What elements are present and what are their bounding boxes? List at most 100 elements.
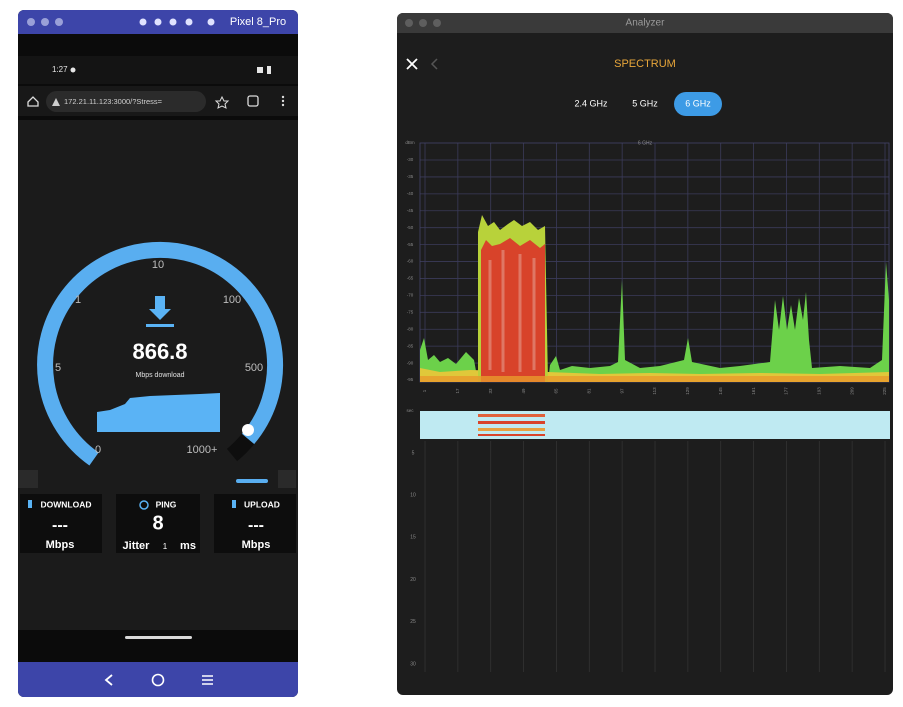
band-tab[interactable]: 5 GHz (632, 98, 658, 108)
y-label: -45 (407, 208, 414, 213)
gauge-needle (242, 424, 254, 436)
card-label: UPLOAD (244, 499, 280, 509)
result-cards: DOWNLOAD --- Mbps PING 8 Jitter 1 ms UPL… (20, 494, 296, 553)
close-button[interactable] (406, 58, 418, 70)
x-label: 145 (718, 387, 723, 395)
nav-back[interactable] (104, 674, 113, 686)
waterfall-row (478, 434, 545, 436)
y-label: -90 (407, 360, 414, 365)
menu-dot (281, 103, 285, 107)
window-button[interactable] (405, 19, 413, 27)
chart-label: 6 GHz (638, 140, 653, 146)
waterfall-activity (478, 414, 545, 436)
gauge-scale-label: 0 (95, 444, 101, 456)
waterfall-label: 30 (410, 661, 416, 667)
y-label: -80 (407, 326, 414, 331)
status-time: 1:27 (52, 65, 68, 74)
status-icon (70, 67, 76, 73)
analyzer-titlebar (397, 13, 893, 33)
x-label: 161 (751, 387, 756, 395)
waterfall-row (478, 428, 545, 431)
speed-unit: Mbps download (135, 372, 184, 379)
speed-graph (97, 393, 220, 432)
download-card (20, 494, 102, 553)
gauge-scale-label: 10 (152, 259, 164, 271)
window-button[interactable] (41, 18, 49, 26)
nav-home[interactable] (151, 673, 165, 687)
waterfall-unit: sec (406, 408, 414, 413)
toolbar-icon[interactable] (139, 18, 147, 26)
back-button[interactable] (430, 58, 438, 70)
jitter-label: Jitter (123, 540, 151, 552)
y-label: -95 (407, 377, 414, 382)
x-label: 1 (422, 389, 427, 392)
bookmark-icon[interactable] (214, 95, 230, 109)
gauge-arc (37, 241, 284, 466)
window-button[interactable] (55, 18, 63, 26)
tabs-icon[interactable] (247, 95, 259, 107)
card-unit: Mbps (46, 539, 75, 551)
warning-icon (52, 98, 60, 106)
toolbar-icon[interactable] (185, 18, 193, 26)
x-label: 49 (521, 388, 526, 394)
emulator-navbar (18, 662, 298, 697)
toolbar-icon[interactable] (169, 18, 177, 26)
x-label: 81 (586, 388, 591, 394)
spectrum-floor (420, 376, 889, 382)
url-field[interactable] (46, 91, 206, 112)
speed-value: 866.8 (132, 339, 187, 364)
page-indicator (236, 479, 268, 483)
gauge-scale-label: 500 (245, 362, 263, 374)
y-label: -40 (407, 191, 414, 196)
x-label: 225 (882, 387, 887, 395)
x-label: 177 (784, 387, 789, 395)
toolbar-icon[interactable] (207, 18, 215, 26)
card-unit: Mbps (242, 539, 271, 551)
x-label: 193 (816, 387, 821, 395)
analyzer-title: Analyzer (626, 18, 666, 29)
window-button[interactable] (419, 19, 427, 27)
home-icon[interactable] (27, 96, 39, 107)
emulator-window: Pixel 8_Pro 1:27 172.21.11.123:3000/?Str… (18, 10, 298, 697)
gauge-scale-label: 5 (55, 362, 61, 374)
waterfall-labels: 5 10 15 20 25 30 (410, 450, 416, 667)
gauge-remainder (226, 433, 255, 462)
window-button[interactable] (433, 19, 441, 27)
y-label: -30 (407, 157, 414, 162)
window-button[interactable] (27, 18, 35, 26)
card-icon (139, 500, 149, 510)
gauge-scale-label: 100 (223, 294, 241, 306)
y-label: -70 (407, 293, 414, 298)
waterfall-label: 25 (410, 619, 416, 625)
y-unit: dBm (405, 140, 415, 145)
emulator-title: Pixel 8_Pro (230, 16, 286, 28)
card-label: PING (156, 499, 177, 509)
emulator-toolbar-icons (139, 18, 215, 26)
waterfall-label: 15 (410, 535, 416, 541)
status-icon (267, 66, 271, 74)
y-label: -75 (407, 309, 414, 314)
x-label: 209 (849, 387, 854, 395)
corner-icon (278, 470, 296, 488)
x-label: 33 (488, 388, 493, 394)
menu-dot (281, 95, 285, 99)
y-label: -65 (407, 276, 414, 281)
download-icon-bar (146, 324, 174, 327)
jitter-value: 1 (163, 542, 168, 551)
x-labels: 1 17 33 49 65 81 97 113 129 145 161 177 193 209 225 (422, 387, 887, 395)
card-value: --- (52, 517, 68, 534)
card-icon (28, 500, 32, 508)
nav-menu[interactable] (202, 675, 213, 685)
y-label: -55 (407, 242, 414, 247)
band-tab[interactable]: 2.4 GHz (574, 98, 608, 108)
menu-icon[interactable] (281, 95, 285, 107)
y-label: -85 (407, 343, 414, 348)
x-label: 97 (619, 388, 624, 394)
menu-dot (281, 99, 285, 103)
band-tab[interactable]: 6 GHz (685, 98, 711, 108)
x-label: 17 (455, 388, 460, 394)
spectrum-peak (481, 238, 545, 382)
toolbar-icon[interactable] (154, 18, 162, 26)
band-tab-selected[interactable] (674, 92, 722, 116)
